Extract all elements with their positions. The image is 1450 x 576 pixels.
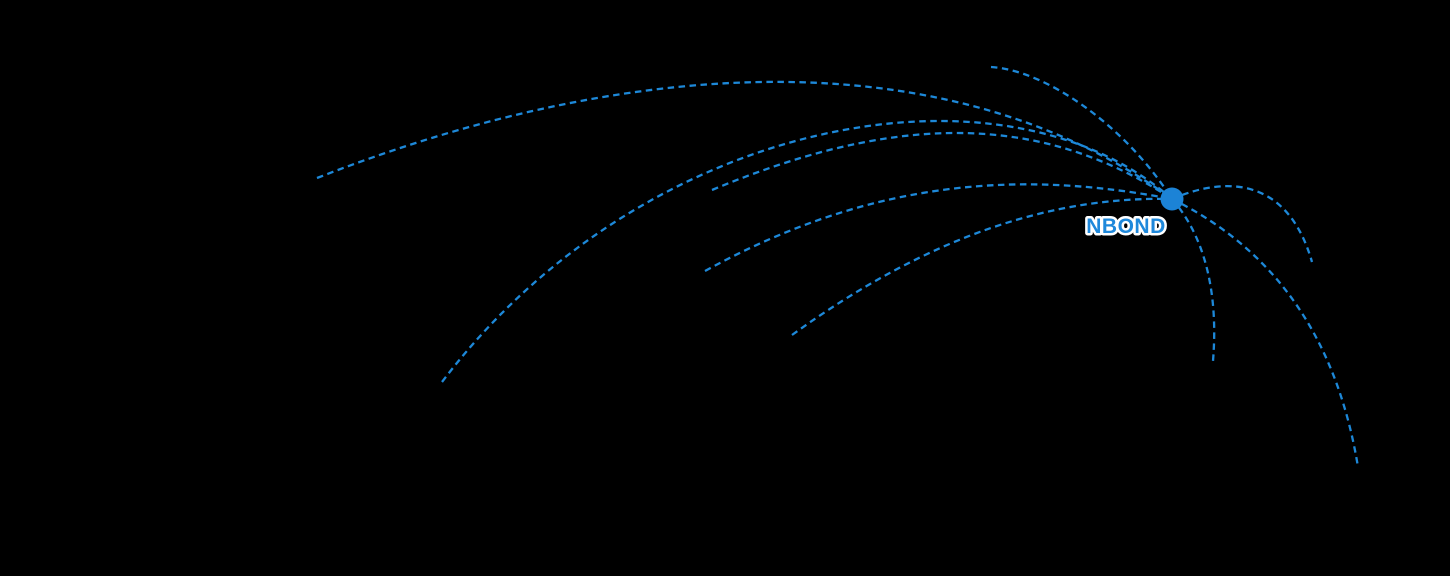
node-nbond[interactable] (1160, 187, 1184, 211)
plot-background (315, 65, 1360, 467)
edge-left-long-arc (316, 80, 1173, 200)
edge-from-top (990, 65, 1173, 200)
edge-bottom-right (1171, 197, 1360, 468)
edge-from-mid-left-3 (791, 197, 1173, 336)
edge-down (1171, 198, 1216, 362)
edge-from-mid-left-2 (704, 183, 1173, 273)
node-label-nbond[interactable]: NBOND (1084, 213, 1168, 241)
edges-layer (316, 65, 1360, 468)
edge-from-mid-left-1 (711, 131, 1173, 200)
edge-from-lower-left (441, 119, 1173, 383)
edge-right-hook (1171, 185, 1314, 263)
